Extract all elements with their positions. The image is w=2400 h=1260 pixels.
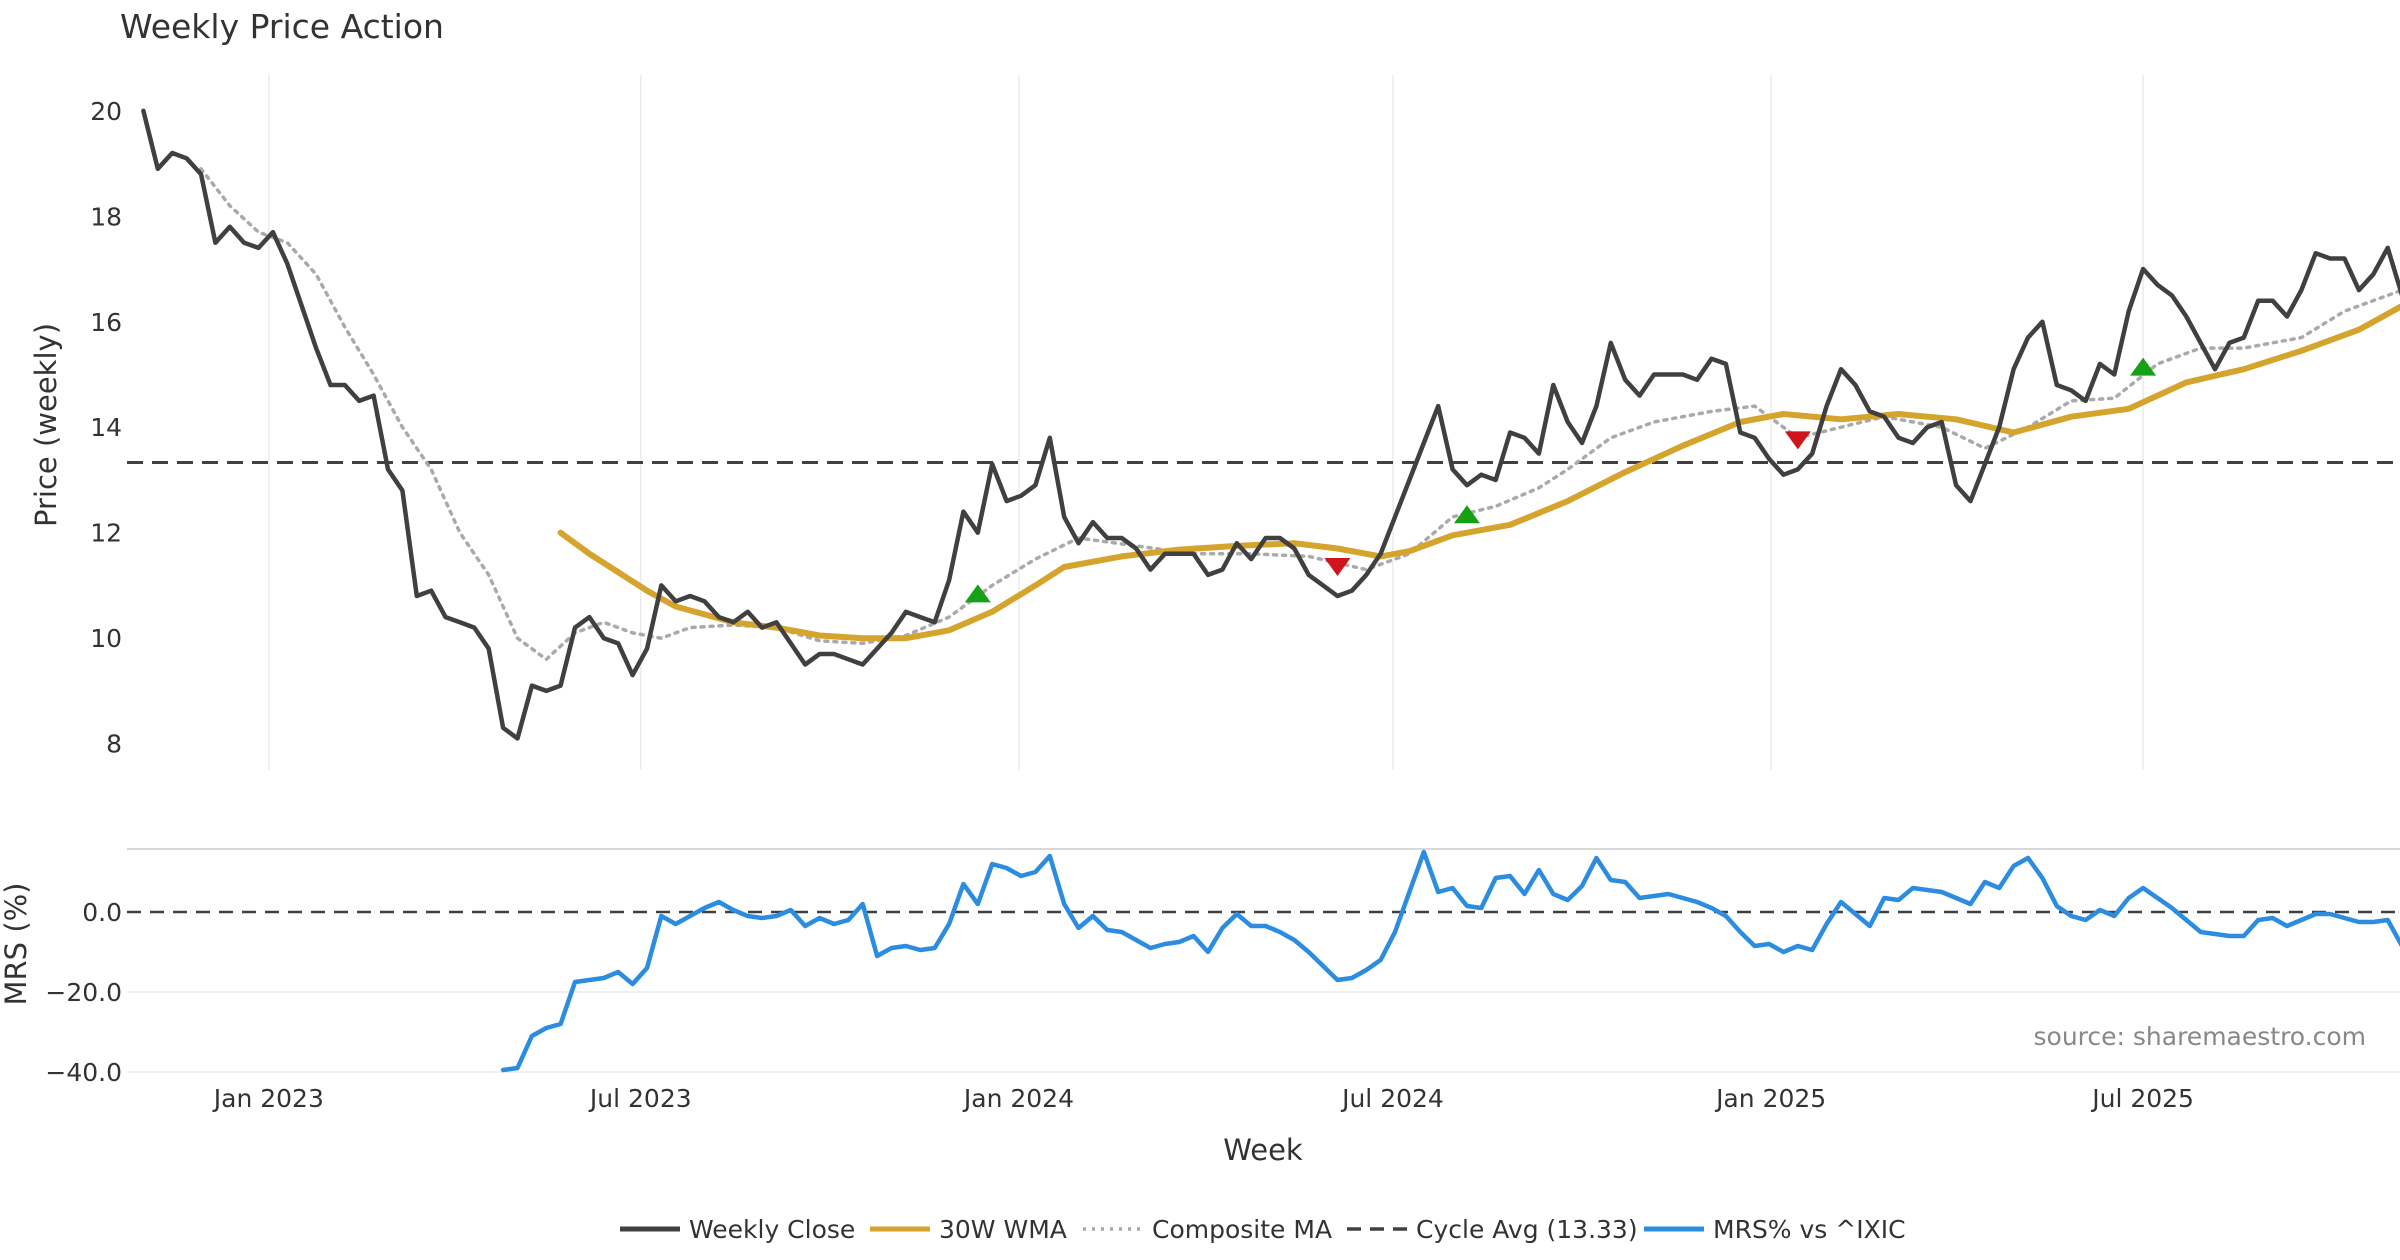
x-tick-label: Jul 2024	[1340, 1084, 1444, 1113]
legend: Weekly Close 30W WMA Composite MA Cycle Avg…	[620, 1215, 1906, 1244]
x-tick-label: Jul 2023	[588, 1084, 692, 1113]
price-lines	[127, 108, 2400, 741]
price-grid	[268, 75, 2144, 770]
x-tick-label: Jan 2023	[212, 1084, 324, 1113]
legend-label: Cycle Avg (13.33)	[1416, 1215, 1638, 1244]
price-y-tick-label: 8	[106, 730, 122, 759]
x-tick-label: Jul 2025	[2090, 1084, 2194, 1113]
mrs-y-label: MRS (%)	[0, 883, 33, 1006]
mrs-y-axis: −40.0 −20.0 0.0	[45, 898, 122, 1087]
price-y-tick-label: 12	[90, 519, 122, 548]
x-tick-label: Jan 2025	[1714, 1084, 1826, 1113]
buy-signal-marker	[1453, 505, 1480, 524]
legend-label: Weekly Close	[689, 1215, 855, 1244]
price-y-tick-label: 14	[90, 413, 122, 442]
composite-ma-line	[199, 167, 2400, 662]
mrs-lines	[500, 849, 2400, 1073]
legend-label: MRS% vs ^IXIC	[1713, 1215, 1906, 1244]
mrs-y-tick-label: 0.0	[82, 898, 122, 927]
x-tick-label: Jan 2024	[962, 1084, 1074, 1113]
legend-label: 30W WMA	[939, 1215, 1067, 1244]
price-y-tick-label: 20	[90, 97, 122, 126]
price-y-tick-label: 18	[90, 202, 122, 231]
weekly-close-line	[141, 108, 2400, 741]
buy-signal-marker	[2130, 357, 2157, 376]
x-axis-label: Week	[1223, 1133, 1303, 1167]
price-y-axis: 8 10 12 14 16 18 20	[90, 97, 122, 759]
mrs-line	[500, 849, 2400, 1073]
sell-signal-marker	[1784, 431, 1811, 450]
source-watermark: source: sharemaestro.com	[2034, 1022, 2367, 1051]
legend-label: Composite MA	[1152, 1215, 1332, 1244]
mrs-y-tick-label: −20.0	[45, 978, 122, 1007]
mrs-y-tick-label: −40.0	[45, 1058, 122, 1087]
buy-signal-marker	[964, 584, 991, 603]
price-y-tick-label: 16	[90, 308, 122, 337]
signal-markers	[964, 357, 2157, 603]
mrs-grid	[127, 910, 2400, 1073]
chart-title: Weekly Price Action	[120, 7, 444, 46]
price-y-tick-label: 10	[90, 624, 122, 653]
price-y-label: Price (weekly)	[29, 323, 63, 527]
x-axis: Jan 2023 Jul 2023 Jan 2024 Jul 2024 Jan 2025…	[212, 1084, 2194, 1113]
wma-30w-line	[557, 303, 2400, 642]
sell-signal-marker	[1324, 557, 1351, 576]
